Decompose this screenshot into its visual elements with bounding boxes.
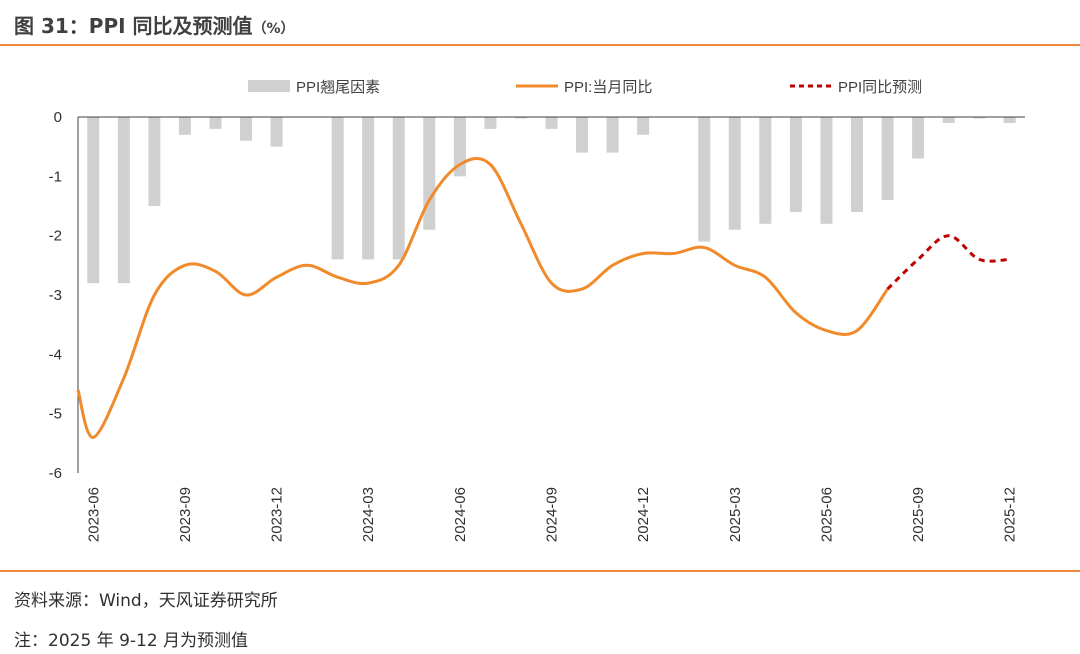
series-ppi-forecast-line — [886, 234, 1010, 291]
bar-2024-08 — [514, 117, 527, 119]
y-tick-label: -1 — [49, 168, 62, 185]
note-text: 注：2025 年 9-12 月为预测值 — [14, 631, 249, 651]
bar-2024-02 — [331, 117, 344, 260]
bar-2025-12 — [1003, 117, 1016, 123]
chart-title-text: 图 31：PPI 同比及预测值 — [14, 14, 253, 38]
x-tick-label: 2024-12 — [635, 487, 652, 542]
bar-2023-09 — [178, 117, 191, 135]
legend-line-label: PPI:当月同比 — [564, 79, 652, 96]
x-tick-label: 2025-06 — [818, 487, 835, 542]
x-tick-label: 2023-12 — [269, 487, 286, 542]
bar-2023-11 — [240, 117, 253, 141]
legend-bar-label: PPI翘尾因素 — [296, 79, 380, 96]
source-text: 资料来源：Wind，天风证券研究所 — [14, 591, 278, 611]
bar-2023-10 — [209, 117, 222, 129]
y-tick-label: -4 — [49, 346, 62, 363]
bar-2024-07 — [484, 117, 497, 129]
y-tick-label: -3 — [49, 287, 62, 304]
bar-2025-11 — [973, 117, 986, 119]
x-tick-label: 2023-09 — [177, 487, 194, 542]
x-tick-label: 2023-06 — [85, 487, 102, 542]
bar-2024-05 — [423, 117, 436, 230]
header-divider — [0, 44, 1080, 46]
legend: PPI翘尾因素 PPI:当月同比 PPI同比预测 — [248, 79, 922, 96]
bar-2023-12 — [270, 117, 283, 147]
bar-2025-03 — [728, 117, 741, 230]
bar-2025-05 — [789, 117, 802, 212]
bar-2025-10 — [942, 117, 955, 123]
bar-2024-09 — [545, 117, 558, 129]
x-tick-label: 2025-12 — [1002, 487, 1019, 542]
bar-2024-03 — [362, 117, 375, 260]
legend-bar-swatch — [248, 80, 290, 92]
x-tick-label: 2025-09 — [910, 487, 927, 542]
footer-divider — [0, 570, 1080, 572]
series-ppi-yoy-line — [76, 157, 889, 439]
y-tick-label: -2 — [49, 228, 62, 245]
bar-2024-04 — [392, 117, 405, 260]
bar-2025-07 — [850, 117, 863, 212]
x-tick-label: 2024-06 — [452, 487, 469, 542]
bar-2024-10 — [576, 117, 589, 153]
bar-2024-11 — [606, 117, 619, 153]
x-tick-label: 2024-03 — [360, 487, 377, 542]
bar-2025-02 — [698, 117, 711, 242]
x-tick-label: 2025-03 — [727, 487, 744, 542]
chart-title: 图 31：PPI 同比及预测值（%） — [14, 10, 295, 39]
bar-2023-06 — [87, 117, 100, 284]
bar-2025-09 — [912, 117, 925, 159]
bar-2025-04 — [759, 117, 772, 224]
bar-2023-07 — [117, 117, 130, 284]
y-tick-label: -5 — [49, 406, 62, 423]
bar-2025-06 — [820, 117, 833, 224]
bar-2023-08 — [148, 117, 161, 206]
chart-title-unit: （%） — [252, 21, 295, 37]
y-tick-label: -6 — [49, 465, 62, 482]
y-tick-label: 0 — [54, 109, 62, 126]
legend-forecast-label: PPI同比预测 — [838, 79, 922, 96]
x-tick-label: 2024-09 — [544, 487, 561, 542]
bar-2024-12 — [637, 117, 650, 135]
bar-2025-08 — [881, 117, 894, 201]
